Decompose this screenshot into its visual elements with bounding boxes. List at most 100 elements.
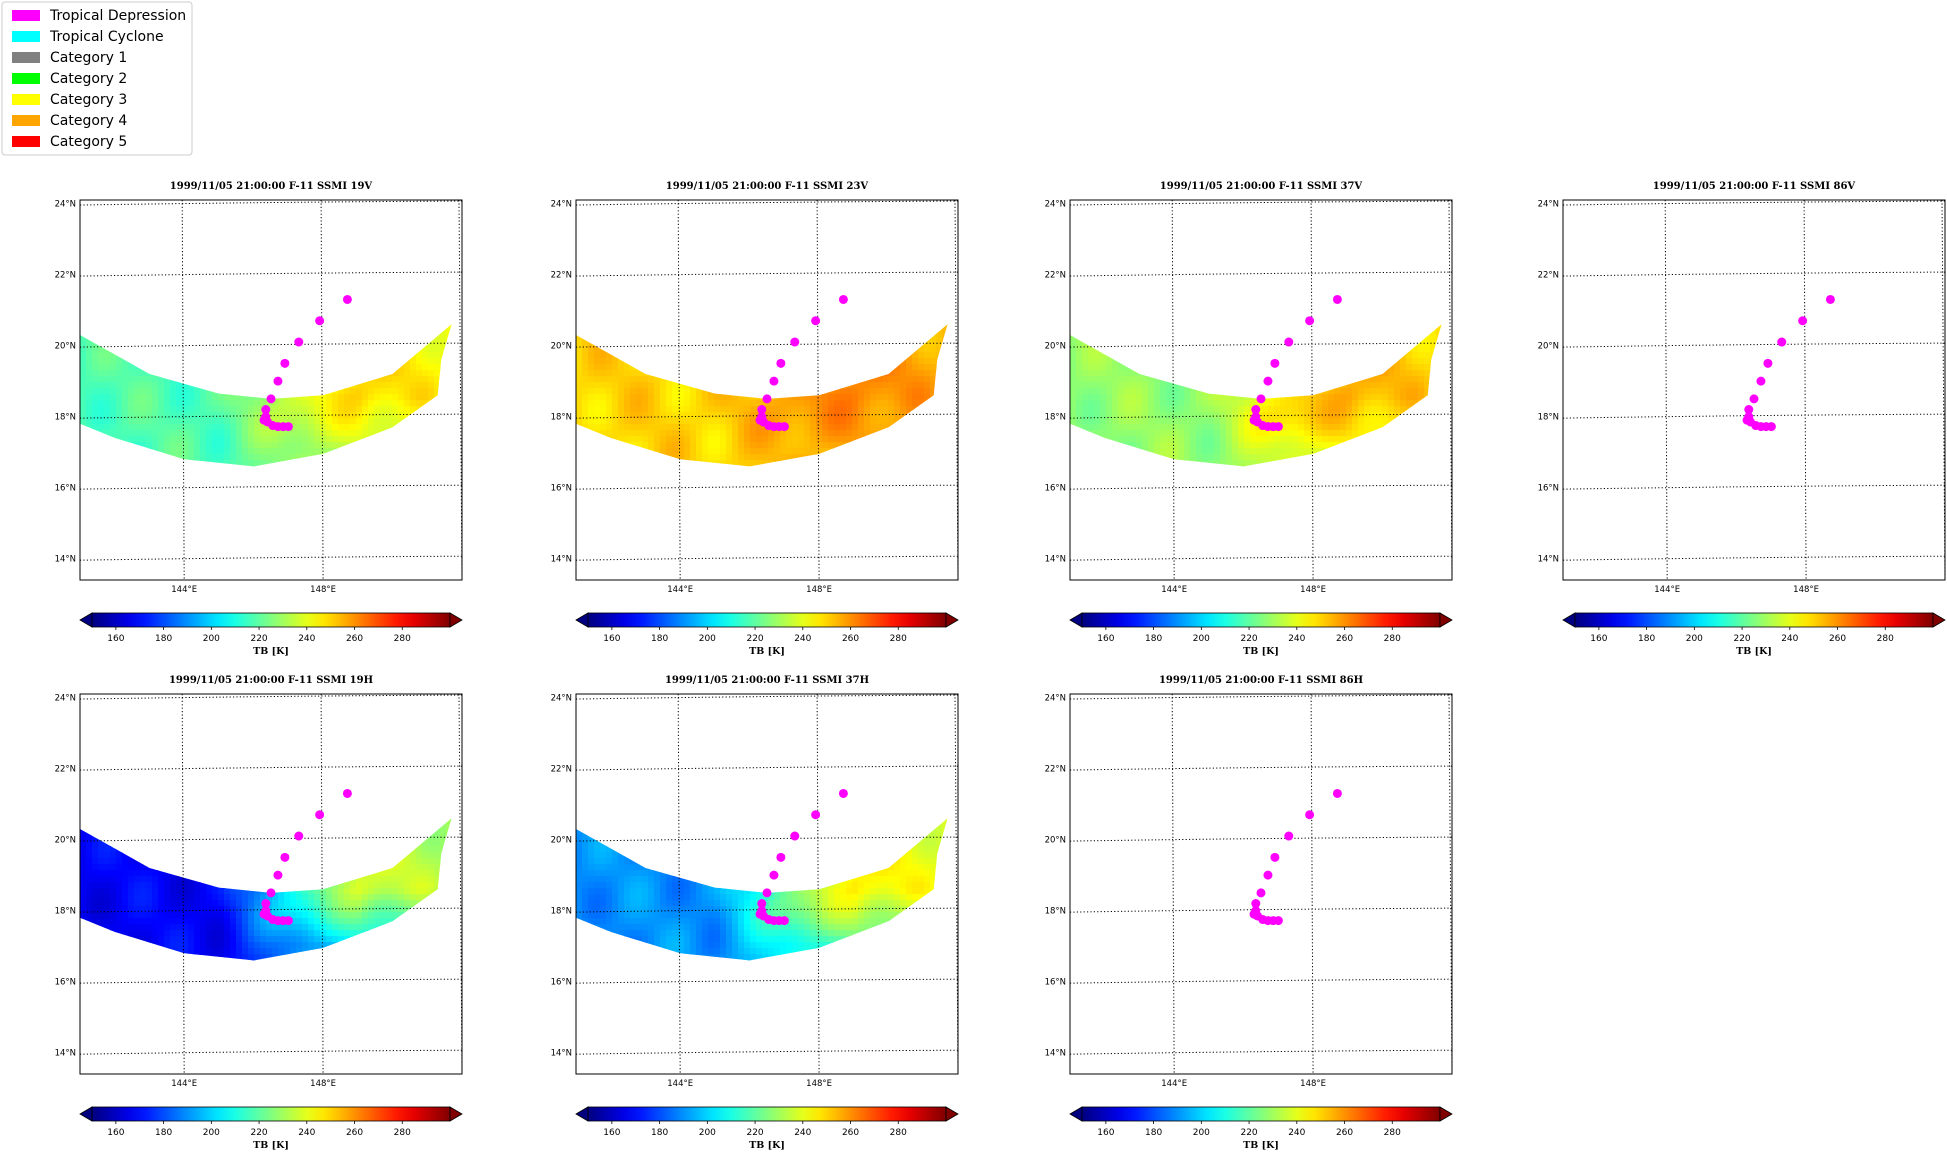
colorbar-min-extend [79, 612, 93, 628]
latitude-gridline [80, 978, 462, 984]
panel-title: 1999/11/05 21:00:00 F-11 SSMI 37V [1160, 181, 1363, 192]
latitude-gridline [80, 694, 462, 700]
storm-track-point [838, 294, 848, 304]
longitude-tick-label: 144°E [667, 585, 693, 595]
colorbar-label: TB [K] [253, 1140, 289, 1151]
colorbar-label: TB [K] [749, 1140, 785, 1151]
latitude-gridline [80, 342, 462, 348]
latitude-gridline [576, 907, 958, 913]
storm-track-point [280, 358, 290, 368]
storm-track-point [776, 852, 786, 862]
colorbar-tick-label: 240 [1781, 634, 1798, 644]
colorbar-tick-label: 220 [1240, 634, 1257, 644]
latitude-gridline [1070, 413, 1452, 419]
storm-track-point [342, 294, 352, 304]
latitude-gridline [1070, 1049, 1452, 1055]
latitude-gridline [80, 1049, 462, 1055]
colorbar-min-extend [575, 612, 589, 628]
colorbar-tick-label: 200 [699, 1128, 716, 1138]
storm-track-point [315, 810, 325, 820]
legend-label: Category 4 [50, 113, 127, 129]
storm-track-point [266, 394, 276, 404]
latitude-gridline [576, 765, 958, 771]
latitude-tick-label: 16°N [1045, 978, 1066, 988]
colorbar-max-extend [945, 612, 959, 628]
latitude-tick-label: 18°N [1045, 413, 1066, 423]
storm-track-point [838, 788, 848, 798]
latitude-gridline [1563, 413, 1945, 419]
longitude-gridline [181, 200, 185, 580]
colorbar-min-extend [1562, 612, 1576, 628]
latitude-tick-label: 24°N [55, 694, 76, 704]
panel-title: 1999/11/05 21:00:00 F-11 SSMI 23V [666, 181, 869, 192]
storm-track-point [280, 852, 290, 862]
storm-track-point [1251, 405, 1261, 415]
longitude-gridline [1171, 694, 1175, 1074]
latitude-gridline [1070, 555, 1452, 561]
storm-track-point [266, 888, 276, 898]
longitude-tick-label: 148°E [1300, 1079, 1326, 1089]
longitude-gridline [1803, 200, 1807, 580]
colorbar-tick-label: 220 [746, 634, 763, 644]
legend-label: Tropical Depression [49, 8, 186, 24]
latitude-gridline [80, 555, 462, 561]
latitude-gridline [576, 200, 958, 206]
storm-track-point [790, 831, 800, 841]
storm-track-point [757, 405, 767, 415]
panel-title: 1999/11/05 21:00:00 F-11 SSMI 37H [665, 675, 869, 686]
latitude-tick-label: 20°N [1538, 342, 1559, 352]
legend-swatch [12, 94, 40, 105]
storm-track-point [769, 376, 779, 386]
storm-track-point [294, 337, 304, 347]
latitude-gridline [1070, 271, 1452, 277]
legend-swatch [12, 10, 40, 21]
storm-category-legend: Tropical Depression Tropical Cyclone Categ… [1, 1, 193, 156]
longitude-gridline [677, 694, 681, 1074]
latitude-gridline [80, 836, 462, 842]
latitude-gridline [80, 271, 462, 277]
storm-track-point [1305, 316, 1315, 326]
colorbar: 160 180 200 220 240 260 280 TB [K] [1069, 1106, 1453, 1151]
legend-swatch [12, 115, 40, 126]
colorbar-tick-label: 160 [107, 1128, 124, 1138]
brightness-temperature-swath [80, 818, 452, 961]
colorbar-tick-label: 160 [1097, 1128, 1114, 1138]
latitude-tick-label: 18°N [1538, 413, 1559, 423]
longitude-gridline [320, 694, 324, 1074]
storm-track-point [1270, 358, 1280, 368]
colorbar-tick-label: 180 [651, 1128, 668, 1138]
legend-frame [1, 1, 193, 156]
colorbar-tick-label: 200 [203, 1128, 220, 1138]
colorbar-tick-label: 200 [699, 634, 716, 644]
colorbar-gradient [587, 612, 947, 628]
latitude-gridline [576, 413, 958, 419]
colorbar-tick-label: 200 [1686, 634, 1703, 644]
latitude-tick-label: 18°N [551, 907, 572, 917]
colorbar-tick-label: 260 [1336, 634, 1353, 644]
storm-track-point [283, 916, 293, 926]
latitude-tick-label: 20°N [1045, 342, 1066, 352]
latitude-tick-label: 22°N [1045, 765, 1066, 775]
latitude-gridline [576, 271, 958, 277]
colorbar-gradient [1081, 612, 1441, 628]
storm-track-point [755, 909, 765, 919]
longitude-gridline [1310, 694, 1314, 1074]
colorbar-max-extend [1439, 1106, 1453, 1122]
latitude-gridline [1070, 836, 1452, 842]
storm-track-point [776, 358, 786, 368]
storm-track-point [1249, 415, 1259, 425]
colorbar-tick-label: 240 [794, 634, 811, 644]
storm-track-point [294, 831, 304, 841]
legend-swatch [12, 73, 40, 84]
colorbar: 160 180 200 220 240 260 280 TB [K] [1562, 612, 1946, 657]
colorbar-min-extend [1069, 612, 1083, 628]
latitude-gridline [80, 907, 462, 913]
longitude-gridline [816, 694, 820, 1074]
map-frame [1562, 199, 1946, 581]
colorbar-tick-label: 200 [203, 634, 220, 644]
colorbar-tick-label: 220 [1240, 1128, 1257, 1138]
storm-track-point [1798, 316, 1808, 326]
longitude-tick-label: 148°E [806, 1079, 832, 1089]
colorbar-tick-label: 220 [1733, 634, 1750, 644]
storm-track-point [779, 422, 789, 432]
